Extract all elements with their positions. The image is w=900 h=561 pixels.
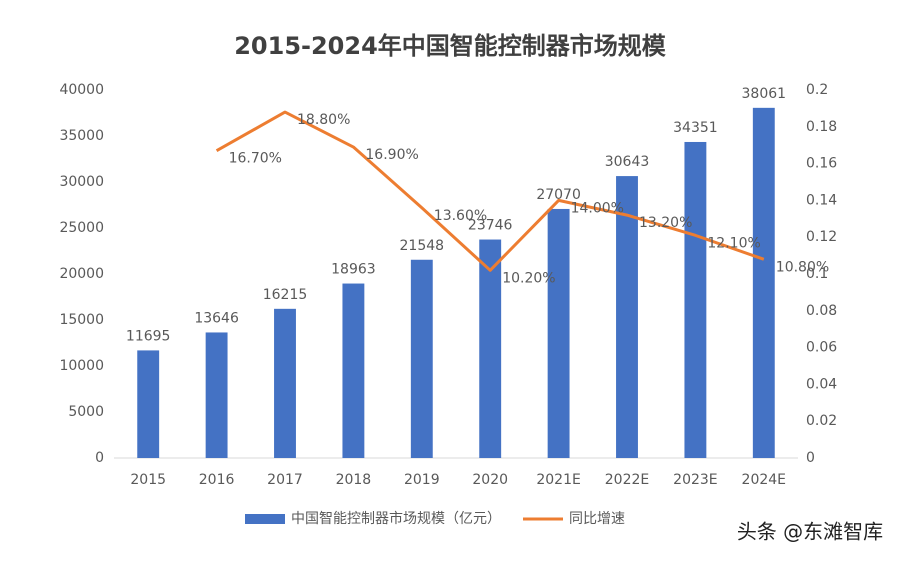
bar xyxy=(342,283,365,458)
legend-label: 中国智能控制器市场规模（亿元） xyxy=(291,510,501,527)
x-tick-label: 2015 xyxy=(130,472,166,488)
data-label: 21548 xyxy=(400,238,445,254)
data-label: 34351 xyxy=(673,120,718,136)
data-label: 14.00% xyxy=(571,200,624,216)
y2-tick-label: 0.14 xyxy=(806,192,837,208)
y2-tick-label: 0.02 xyxy=(806,413,837,429)
y2-tick-label: 0.1 xyxy=(806,266,828,282)
x-tick-label: 2021E xyxy=(536,472,580,488)
y-tick-label: 30000 xyxy=(59,174,104,190)
data-label: 16215 xyxy=(263,287,308,303)
bar xyxy=(410,259,433,458)
data-label: 10.20% xyxy=(502,270,555,286)
y-tick-label: 25000 xyxy=(59,220,104,236)
x-tick-label: 2018 xyxy=(336,472,372,488)
legend-swatch xyxy=(245,514,285,524)
x-tick-label: 2023E xyxy=(673,472,717,488)
y2-tick-label: 0.16 xyxy=(806,156,837,172)
chart-title: 2015-2024年中国智能控制器市场规模 xyxy=(234,32,667,60)
data-label: 10.80% xyxy=(776,259,829,275)
data-label: 12.10% xyxy=(707,235,760,251)
data-label: 13646 xyxy=(194,310,239,326)
line xyxy=(215,110,765,272)
y-tick-label: 5000 xyxy=(68,404,104,420)
bar xyxy=(479,239,502,458)
y2-tick-label: 0.08 xyxy=(806,303,837,319)
y2-tick-label: 0.06 xyxy=(806,340,837,356)
bar xyxy=(616,176,638,458)
y-tick-label: 0 xyxy=(95,450,104,466)
x-tick-label: 2024E xyxy=(742,472,786,488)
data-label: 13.20% xyxy=(639,215,692,231)
bar xyxy=(137,350,160,458)
bar xyxy=(547,208,570,458)
x-tick-label: 2017 xyxy=(267,472,303,488)
y2-tick-label: 0.2 xyxy=(806,82,828,98)
data-label: 30643 xyxy=(605,154,650,170)
bar xyxy=(205,332,228,458)
data-label: 23746 xyxy=(468,218,513,234)
x-tick-label: 2016 xyxy=(199,472,235,488)
data-label: 18963 xyxy=(331,262,376,278)
x-tick-label: 2022E xyxy=(605,472,649,488)
y-tick-label: 40000 xyxy=(59,82,104,98)
data-label: 16.70% xyxy=(229,151,282,167)
data-label: 18.80% xyxy=(297,112,350,128)
y2-tick-label: 0.18 xyxy=(806,119,837,135)
y-tick-label: 20000 xyxy=(59,266,104,282)
x-tick-label: 2019 xyxy=(404,472,440,488)
bar xyxy=(684,141,707,458)
x-tick-label: 2020 xyxy=(472,472,508,488)
y2-tick-label: 0 xyxy=(806,450,815,466)
data-label: 16.90% xyxy=(365,147,418,163)
legend-label: 同比增速 xyxy=(569,511,625,527)
data-label: 38061 xyxy=(742,86,787,102)
y-tick-label: 10000 xyxy=(59,358,104,374)
y-tick-label: 35000 xyxy=(59,128,104,144)
data-label: 13.60% xyxy=(434,208,487,224)
bar xyxy=(274,308,296,458)
data-label: 27070 xyxy=(536,187,581,203)
y2-tick-label: 0.04 xyxy=(806,376,837,392)
y2-tick-label: 0.12 xyxy=(806,229,837,245)
data-label: 11695 xyxy=(126,328,171,344)
y-tick-label: 15000 xyxy=(59,312,104,328)
bar xyxy=(752,107,775,458)
watermark: 头条 @东滩智库 xyxy=(737,520,883,544)
